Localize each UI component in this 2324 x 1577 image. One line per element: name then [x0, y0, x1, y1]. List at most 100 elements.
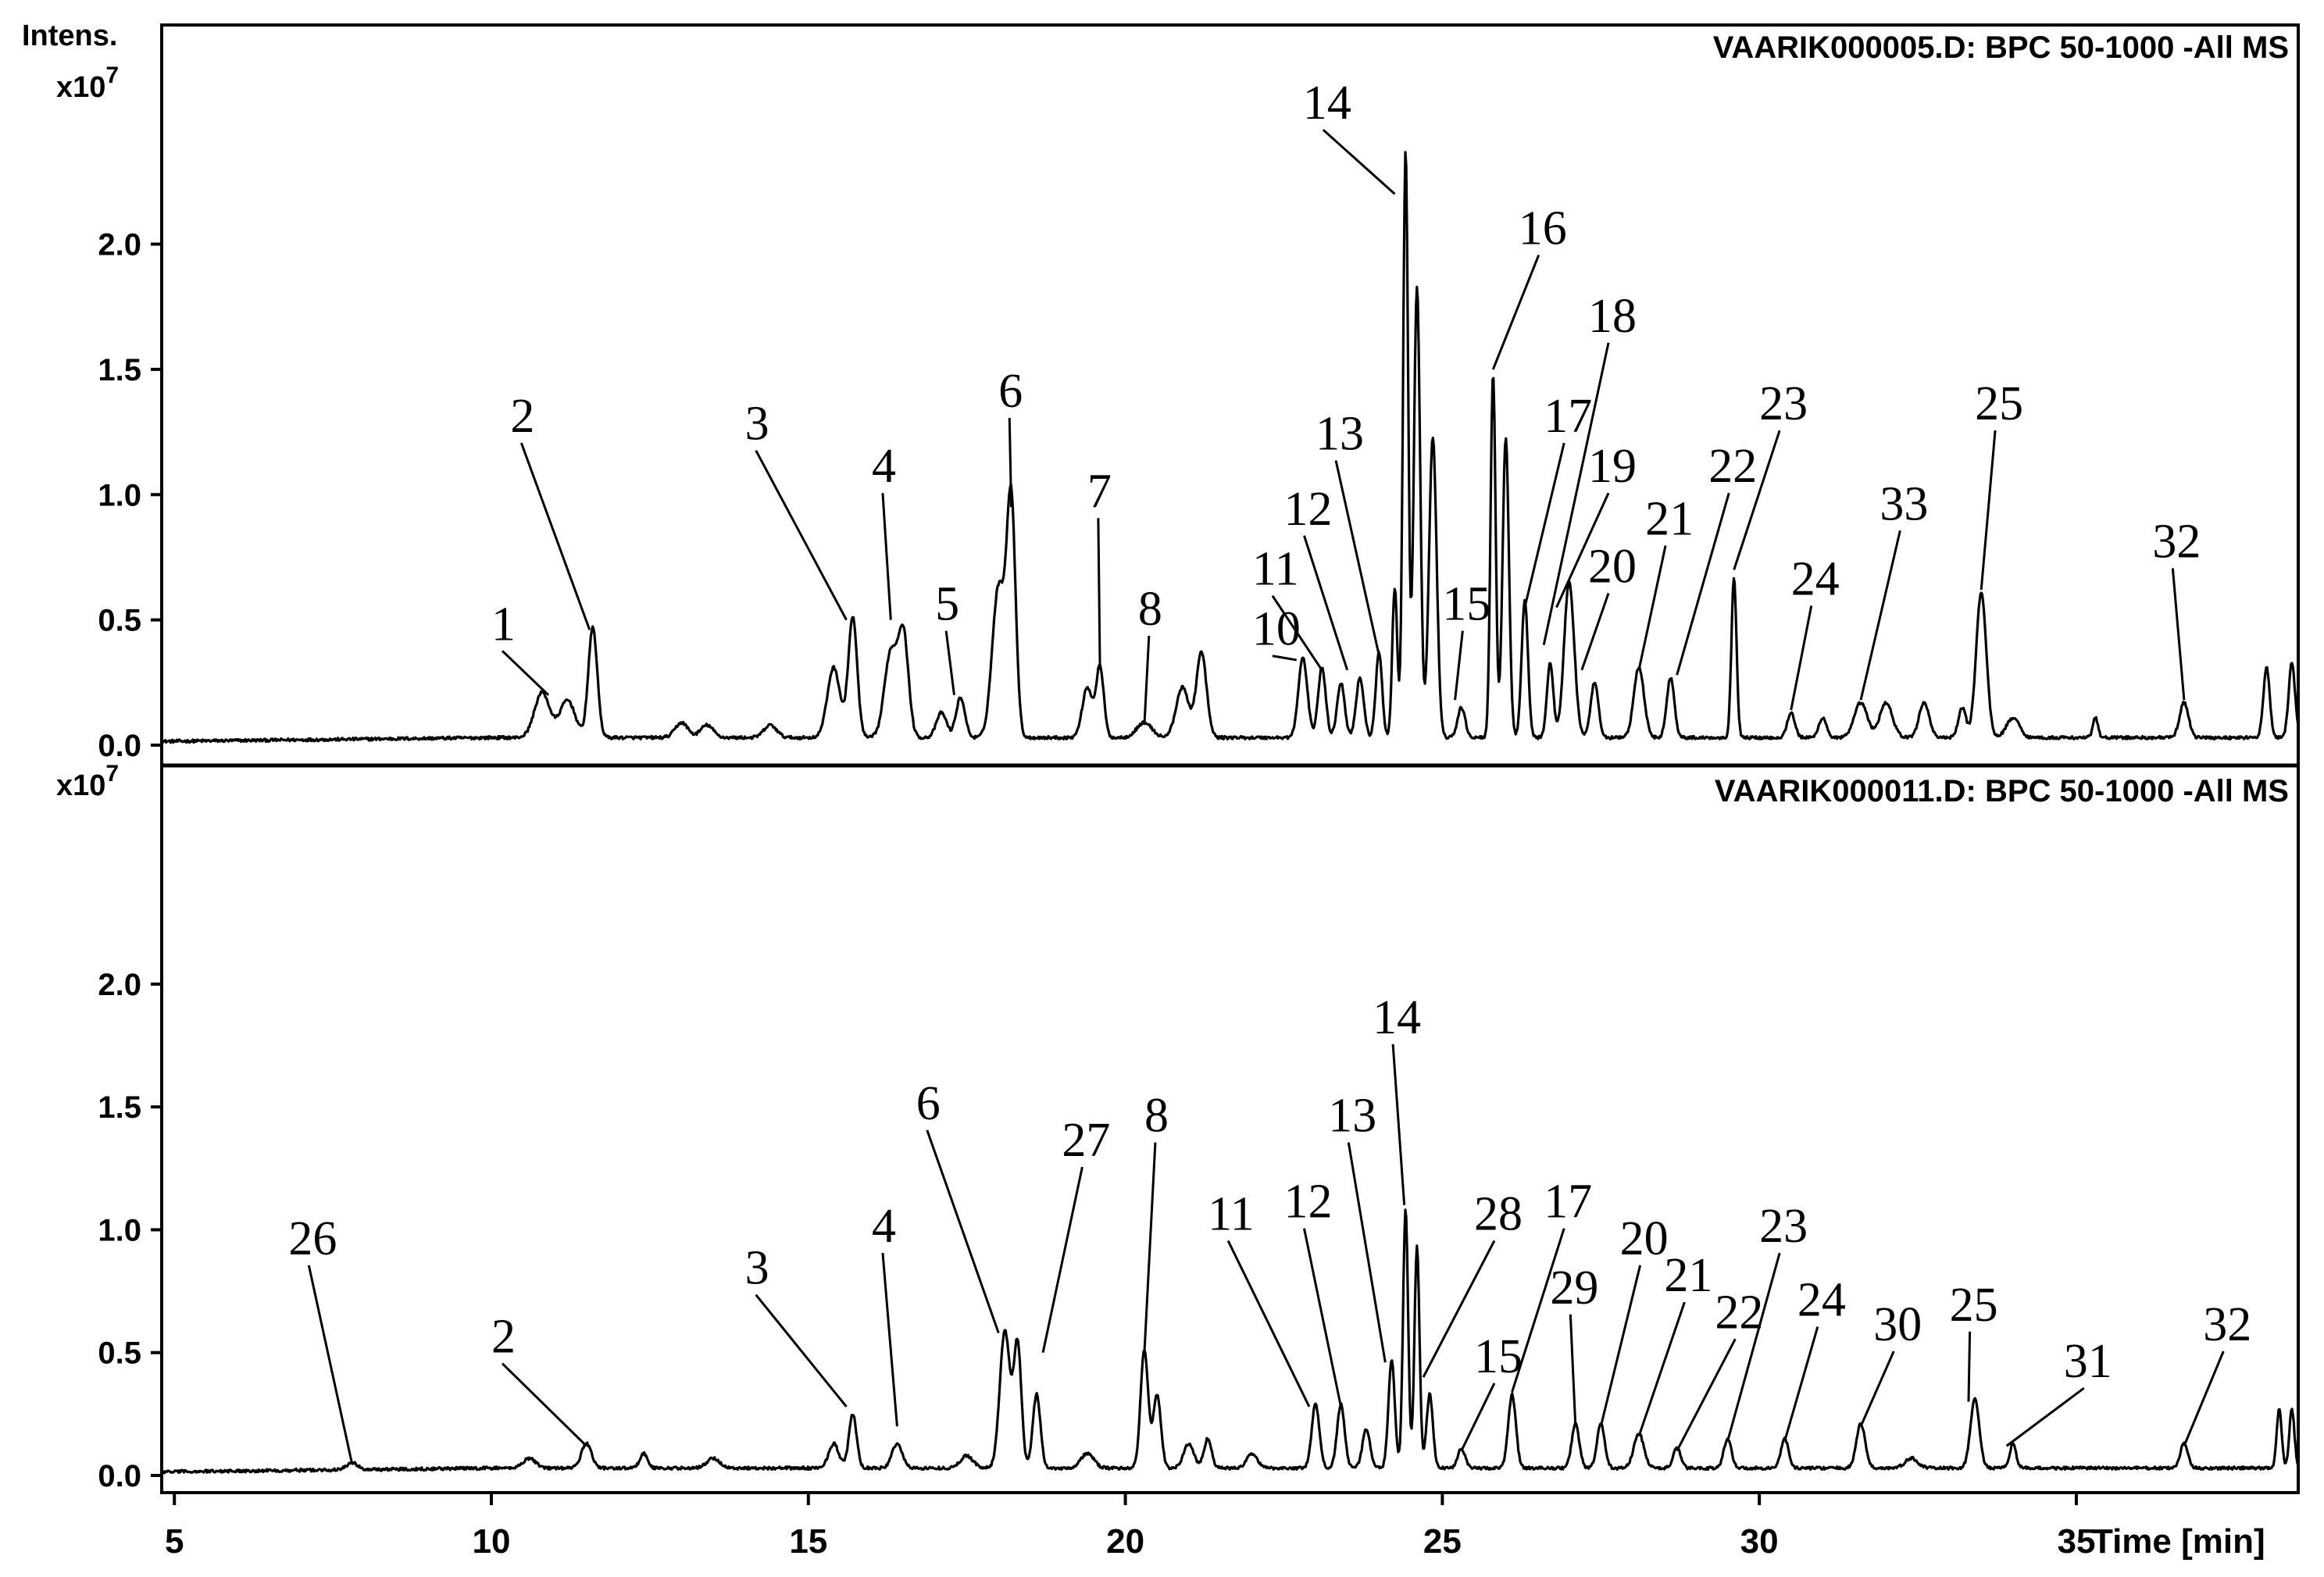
axis-ticks [151, 242, 2078, 1505]
y-unit-exponent-label: x107 [56, 62, 119, 104]
peak-leader-line [1322, 129, 1396, 195]
peak-leader-line [1523, 442, 1565, 608]
peak-label: 12 [1283, 483, 1332, 536]
peak-leader-line [944, 630, 955, 696]
peak-label: 21 [1645, 493, 1694, 546]
peak-leader-line [1391, 1044, 1406, 1206]
peak-leader-line [1143, 635, 1151, 726]
peak-leader-line [1783, 1326, 1819, 1442]
panel-title: VAARIK000005.D: BPC 50-1000 -All MS [1713, 30, 2289, 65]
peak-label: 28 [1474, 1187, 1523, 1240]
peak-leader-line [1859, 530, 1901, 701]
peak-label: 22 [1708, 440, 1757, 493]
peak-leader-line [881, 1253, 898, 1427]
peak-label: 8 [1144, 1090, 1169, 1143]
peak-leader-line [1599, 1265, 1642, 1427]
peak-leader-line [1041, 1166, 1083, 1354]
peak-label: 32 [2203, 1298, 2251, 1351]
y-tick-label: 0.5 [98, 1336, 141, 1371]
peak-label: 32 [2152, 515, 2201, 568]
peak-label: 20 [1620, 1212, 1669, 1265]
peak-leader-line [1491, 254, 1540, 370]
peak-leader-line [1422, 1240, 1496, 1378]
x-tick-label: 10 [473, 1522, 511, 1561]
peak-leader-line [881, 493, 892, 620]
chromatogram-trace [161, 1208, 2300, 1475]
peak-label: 30 [1873, 1298, 1922, 1351]
peak-leader-line [755, 450, 848, 621]
peak-label: 23 [1759, 377, 1808, 430]
peak-leader-line [2005, 1386, 2085, 1447]
peak-leader-line [501, 1362, 587, 1447]
y-tick-label: 1.5 [98, 353, 141, 387]
peak-leader-line [2171, 568, 2186, 701]
peak-leader-line [1733, 430, 1781, 570]
peak-leader-line [1676, 492, 1730, 676]
peak-label: 12 [1283, 1176, 1332, 1229]
peak-label: 22 [1715, 1286, 1763, 1339]
x-tick-label: 5 [165, 1522, 184, 1561]
peak-label: 13 [1328, 1090, 1376, 1143]
peak-label: 14 [1303, 77, 1351, 130]
peak-leader-line [1726, 1252, 1781, 1442]
peak-leader-line [1008, 417, 1013, 508]
peak-label: 26 [288, 1212, 337, 1265]
chromatogram-trace [161, 151, 2300, 744]
outer-frame [160, 23, 2300, 1494]
peak-leader-line [1790, 605, 1813, 711]
y-tick-label: 2.0 [98, 968, 141, 1002]
peak-label: 20 [1588, 541, 1637, 594]
peak-label: 2 [510, 390, 534, 443]
peak-leader-line [2183, 1350, 2225, 1447]
peak-label: 27 [1062, 1114, 1110, 1167]
peak-label: 6 [916, 1077, 941, 1130]
peak-label: 29 [1550, 1261, 1598, 1315]
peak-label: 17 [1544, 1176, 1592, 1229]
peak-label: 3 [745, 398, 769, 451]
y-unit-top-label: Intens. [22, 20, 117, 52]
traces [161, 151, 2300, 1475]
peak-leader-line [1271, 594, 1323, 671]
x-tick-label: 20 [1106, 1522, 1144, 1561]
y-unit-exponent-label: x107 [56, 761, 119, 802]
peak-leader-line [1272, 655, 1297, 662]
peak-leader-line [1097, 518, 1101, 670]
peak-label: 11 [1252, 543, 1299, 596]
peak-leader-line [1676, 1338, 1737, 1452]
peak-label: 24 [1797, 1274, 1846, 1327]
y-tick-label: 1.0 [98, 1213, 141, 1247]
x-axis-label: Time [min] [2092, 1522, 2265, 1561]
peak-label: 16 [1519, 202, 1567, 255]
peak-label: 3 [745, 1242, 769, 1295]
peak-leader-line [1303, 1228, 1342, 1408]
peak-leader-line [1569, 1314, 1577, 1427]
peak-label: 1 [491, 598, 516, 651]
peak-label: 18 [1588, 290, 1637, 343]
y-tick-label: 2.0 [98, 228, 141, 262]
peak-leader-line [755, 1293, 848, 1408]
peak-label: 4 [872, 1200, 896, 1253]
peak-leader-line [926, 1129, 1000, 1334]
peak-label: 10 [1252, 603, 1301, 656]
peak-leader-line [1454, 630, 1464, 701]
peak-leader-line [1967, 1331, 1972, 1402]
peak-label: 21 [1664, 1249, 1712, 1302]
peak-leader-line [307, 1265, 353, 1464]
peak-leader-line [1542, 342, 1610, 646]
peak-label: 33 [1880, 477, 1928, 530]
peak-label: 13 [1316, 408, 1364, 461]
peak-leader-line [1580, 593, 1610, 671]
plot-frame [160, 23, 2300, 1494]
peak-label: 14 [1373, 991, 1421, 1044]
peak-label: 8 [1138, 583, 1162, 636]
peak-leader-line [1143, 1142, 1157, 1353]
peak-leader-line [1637, 545, 1667, 671]
panel-title: VAARIK000011.D: BPC 50-1000 -All MS [1715, 774, 2289, 808]
peak-label: 24 [1791, 553, 1840, 606]
peak-label: 23 [1759, 1200, 1808, 1253]
peak-leader-line [1637, 1301, 1686, 1437]
peak-leader-line [1859, 1350, 1895, 1427]
